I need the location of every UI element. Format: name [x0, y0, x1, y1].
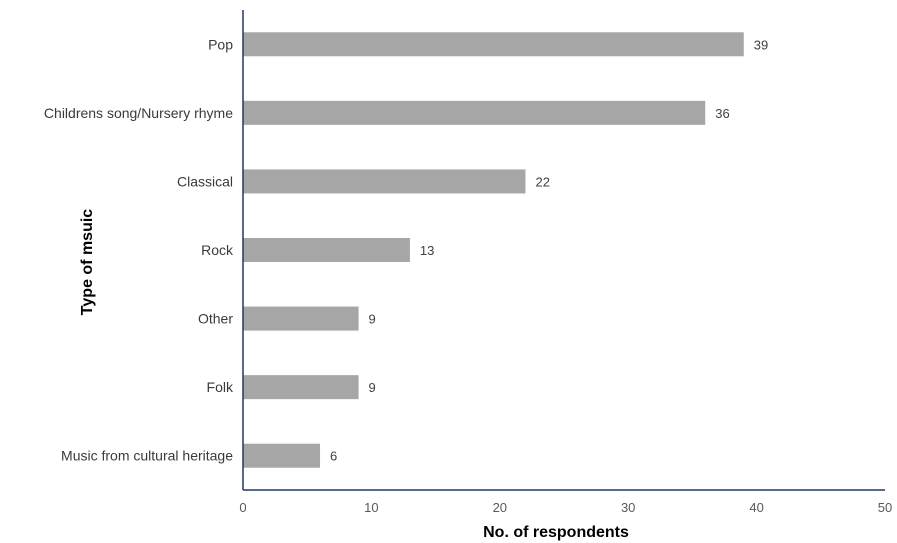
- y-axis-title: Type of msuic: [79, 209, 96, 315]
- category-label: Music from cultural heritage: [61, 448, 233, 464]
- data-label: 9: [369, 312, 376, 327]
- data-labels: 39 36 22 13 9 9 6: [330, 37, 768, 463]
- data-label: 22: [535, 174, 549, 189]
- bar: [243, 443, 321, 468]
- category-label: Other: [198, 311, 233, 327]
- data-label: 6: [330, 449, 337, 464]
- bar: [243, 306, 359, 331]
- bar: [243, 169, 526, 194]
- x-tick-label: 30: [621, 500, 635, 515]
- category-label: Pop: [208, 36, 233, 52]
- category-labels: Pop Childrens song/Nursery rhyme Classical…: [44, 36, 234, 463]
- data-label: 13: [420, 243, 434, 258]
- data-label: 39: [754, 37, 768, 52]
- category-label: Rock: [201, 242, 234, 258]
- category-label: Childrens song/Nursery rhyme: [44, 105, 233, 121]
- x-tick-label: 20: [493, 500, 507, 515]
- data-label: 36: [715, 106, 729, 121]
- bar: [243, 100, 706, 125]
- bars-group: [243, 32, 744, 468]
- bar: [243, 32, 744, 57]
- bar: [243, 238, 410, 262]
- x-tick-labels: 0 10 20 30 40 50: [239, 500, 892, 515]
- category-label: Classical: [177, 173, 233, 189]
- category-label: Folk: [207, 379, 234, 395]
- x-tick-label: 40: [749, 500, 763, 515]
- data-label: 9: [369, 380, 376, 395]
- x-tick-label: 50: [878, 500, 892, 515]
- x-tick-label: 0: [239, 500, 246, 515]
- x-axis-title: No. of respondents: [483, 524, 629, 541]
- x-tick-label: 10: [364, 500, 378, 515]
- bar: [243, 375, 359, 400]
